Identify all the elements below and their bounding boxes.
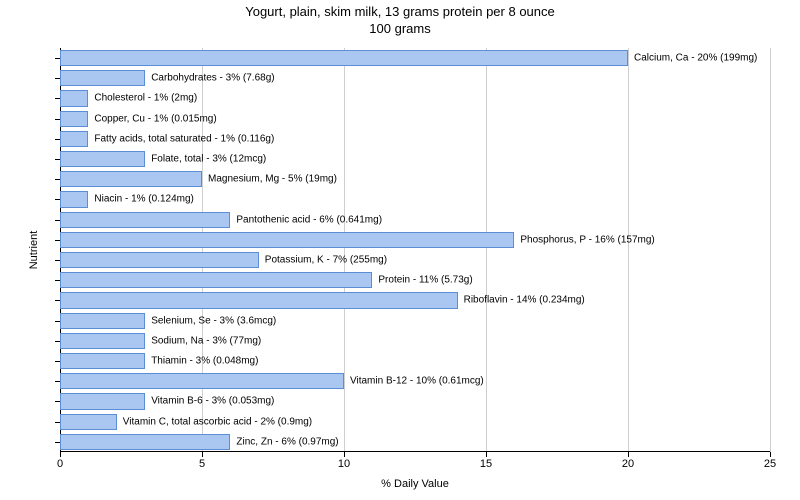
y-axis-label: Nutrient xyxy=(28,231,40,270)
chart-title-line1: Yogurt, plain, skim milk, 13 grams prote… xyxy=(0,4,800,21)
bar xyxy=(60,434,230,450)
bar-label: Niacin - 1% (0.124mg) xyxy=(94,194,193,205)
bar xyxy=(60,393,145,409)
bar-label: Vitamin B-12 - 10% (0.61mcg) xyxy=(350,376,484,387)
bar xyxy=(60,232,514,248)
bar-row: Fatty acids, total saturated - 1% (0.116… xyxy=(60,129,770,149)
bar-label: Sodium, Na - 3% (77mg) xyxy=(151,335,261,346)
bar-label: Folate, total - 3% (12mcg) xyxy=(151,154,266,165)
bar-row: Vitamin B-12 - 10% (0.61mcg) xyxy=(60,371,770,391)
bar-label: Vitamin C, total ascorbic acid - 2% (0.9… xyxy=(123,416,312,427)
bar-row: Niacin - 1% (0.124mg) xyxy=(60,189,770,209)
bar-label: Magnesium, Mg - 5% (19mg) xyxy=(208,174,337,185)
bar xyxy=(60,373,344,389)
bar-row: Cholesterol - 1% (2mg) xyxy=(60,88,770,108)
bar-row: Potassium, K - 7% (255mg) xyxy=(60,250,770,270)
bar-row: Vitamin B-6 - 3% (0.053mg) xyxy=(60,391,770,411)
bar-row: Selenium, Se - 3% (3.6mcg) xyxy=(60,311,770,331)
bar-label: Selenium, Se - 3% (3.6mcg) xyxy=(151,315,276,326)
bar xyxy=(60,313,145,329)
chart-title-line2: 100 grams xyxy=(0,21,800,38)
bar-label: Potassium, K - 7% (255mg) xyxy=(265,255,387,266)
bar xyxy=(60,212,230,228)
bar xyxy=(60,70,145,86)
bar-row: Calcium, Ca - 20% (199mg) xyxy=(60,48,770,68)
bar xyxy=(60,272,372,288)
bar-row: Sodium, Na - 3% (77mg) xyxy=(60,331,770,351)
bar xyxy=(60,171,202,187)
x-tick-label: 25 xyxy=(764,458,776,470)
x-tick-label: 5 xyxy=(199,458,205,470)
x-tick-label: 20 xyxy=(622,458,634,470)
plot-area: Nutrient % Daily Value 0510152025Calcium… xyxy=(60,48,770,452)
bar xyxy=(60,353,145,369)
bar-label: Cholesterol - 1% (2mg) xyxy=(94,93,197,104)
bar xyxy=(60,414,117,430)
x-axis-label: % Daily Value xyxy=(381,478,449,490)
bar-label: Riboflavin - 14% (0.234mg) xyxy=(464,295,585,306)
bar-label: Vitamin B-6 - 3% (0.053mg) xyxy=(151,396,274,407)
bar-row: Thiamin - 3% (0.048mg) xyxy=(60,351,770,371)
bar xyxy=(60,131,88,147)
bar xyxy=(60,50,628,66)
bar-row: Zinc, Zn - 6% (0.97mg) xyxy=(60,432,770,452)
bar-label: Fatty acids, total saturated - 1% (0.116… xyxy=(94,133,274,144)
chart-title: Yogurt, plain, skim milk, 13 grams prote… xyxy=(0,4,800,38)
bar-row: Carbohydrates - 3% (7.68g) xyxy=(60,68,770,88)
bar xyxy=(60,90,88,106)
bar-label: Thiamin - 3% (0.048mg) xyxy=(151,356,258,367)
bar xyxy=(60,333,145,349)
bar xyxy=(60,111,88,127)
bar xyxy=(60,191,88,207)
bar-row: Vitamin C, total ascorbic acid - 2% (0.9… xyxy=(60,412,770,432)
bar-label: Copper, Cu - 1% (0.015mg) xyxy=(94,113,216,124)
x-tick-label: 15 xyxy=(480,458,492,470)
x-tick-label: 0 xyxy=(57,458,63,470)
bar xyxy=(60,252,259,268)
bar-label: Pantothenic acid - 6% (0.641mg) xyxy=(236,214,382,225)
bar-label: Carbohydrates - 3% (7.68g) xyxy=(151,73,274,84)
bar-row: Folate, total - 3% (12mcg) xyxy=(60,149,770,169)
bar-row: Copper, Cu - 1% (0.015mg) xyxy=(60,109,770,129)
grid-line xyxy=(770,48,771,452)
bar-row: Riboflavin - 14% (0.234mg) xyxy=(60,290,770,310)
bar xyxy=(60,151,145,167)
bar-label: Calcium, Ca - 20% (199mg) xyxy=(634,53,757,64)
bar-label: Protein - 11% (5.73g) xyxy=(378,275,472,286)
bar-row: Magnesium, Mg - 5% (19mg) xyxy=(60,169,770,189)
bar xyxy=(60,292,458,308)
bar-row: Protein - 11% (5.73g) xyxy=(60,270,770,290)
nutrient-chart: Yogurt, plain, skim milk, 13 grams prote… xyxy=(0,0,800,500)
x-tick-label: 10 xyxy=(338,458,350,470)
bar-label: Phosphorus, P - 16% (157mg) xyxy=(520,234,654,245)
bar-label: Zinc, Zn - 6% (0.97mg) xyxy=(236,436,338,447)
bar-row: Pantothenic acid - 6% (0.641mg) xyxy=(60,210,770,230)
bar-row: Phosphorus, P - 16% (157mg) xyxy=(60,230,770,250)
